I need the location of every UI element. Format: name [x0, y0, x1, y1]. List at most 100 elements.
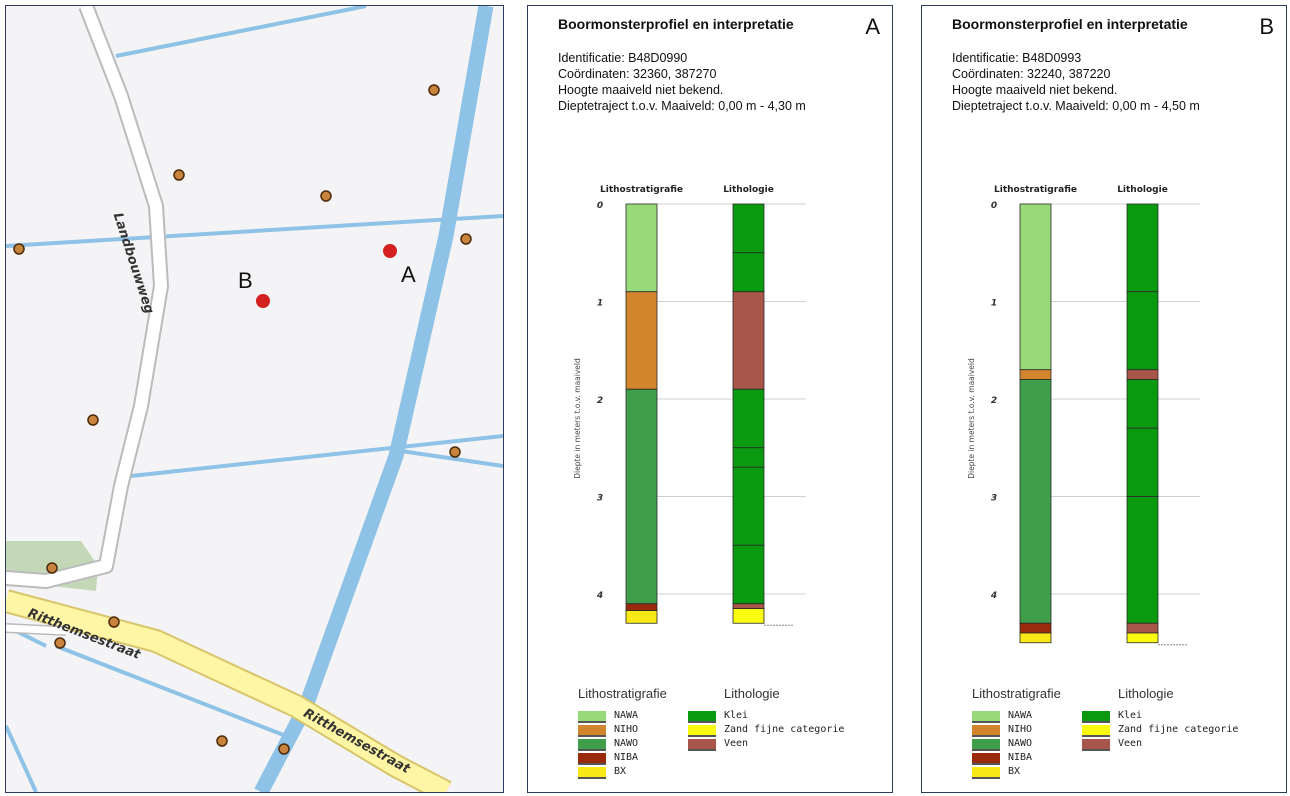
- lithology-layer: [732, 544, 765, 605]
- column-header: Lithologie: [723, 185, 774, 195]
- lithostratigraphy-layer: [1019, 379, 1052, 624]
- legend-swatch: [972, 753, 1000, 765]
- y-axis-label: Diepte in meters t.o.v. maaiveld: [573, 358, 582, 479]
- point-a-label: A: [401, 262, 416, 287]
- borehole-point: [13, 243, 25, 255]
- lithology-layer: [1126, 203, 1159, 293]
- legend-title-lithology: Lithologie: [1118, 686, 1174, 701]
- borehole-point: [108, 616, 120, 628]
- lithostratigraphy-layer: [625, 388, 658, 605]
- legend-label: NIHO: [614, 724, 639, 735]
- borehole-point: [46, 562, 58, 574]
- lithology-layer: [732, 608, 765, 624]
- borehole-info: Identificatie: B48D0993 Coördinaten: 322…: [952, 50, 1200, 114]
- borehole-point: [449, 446, 461, 458]
- lithology-layer: [732, 203, 765, 254]
- legend-label: Veen: [1118, 738, 1143, 749]
- lithostratigraphy-layer: [625, 610, 658, 624]
- lithology-layer: [732, 291, 765, 390]
- legend-label: NIBA: [614, 752, 639, 763]
- legend-label: NAWO: [1008, 738, 1033, 749]
- identification: Identificatie: B48D0990: [558, 51, 688, 65]
- legend-label: Klei: [1118, 710, 1143, 721]
- surface-height: Hoogte maaiveld niet bekend.: [558, 83, 724, 97]
- legend-swatch: [1082, 725, 1110, 737]
- lithostratigraphy-layer: [1019, 622, 1052, 634]
- borehole-point: [216, 735, 228, 747]
- lithostratigraphy-layer: [625, 203, 658, 293]
- target-point-a: [383, 244, 397, 258]
- legend-label: BX: [614, 766, 627, 777]
- legend-label: NAWO: [614, 738, 639, 749]
- lithostratigraphy-layer: [625, 291, 658, 390]
- map-view[interactable]: A B Landbouwweg Ritthemsestraat Ritthems…: [5, 5, 504, 793]
- lithology-layer: [1126, 632, 1159, 644]
- canal: [254, 6, 494, 792]
- legend-label: Klei: [724, 710, 749, 721]
- lithology-layer: [1126, 496, 1159, 624]
- legend-title-lithostratigraphy: Lithostratigrafie: [578, 686, 667, 701]
- lithology-layer: [732, 466, 765, 546]
- borehole-point: [173, 169, 185, 181]
- y-tick-label: 3: [597, 494, 603, 504]
- lithology-layer: [732, 447, 765, 468]
- y-tick-label: 4: [596, 591, 603, 601]
- legend-swatch: [688, 725, 716, 737]
- y-tick-label: 2: [597, 396, 603, 406]
- legend-swatch: [972, 725, 1000, 737]
- borehole-chart: Lithostratigrafie Lithologie 0 1 2 3 4 Diepte i…: [967, 185, 1200, 646]
- legend-label: NIBA: [1008, 752, 1033, 763]
- legend-label: BX: [1008, 766, 1021, 777]
- legend-label: Zand fijne categorie: [724, 724, 845, 735]
- lithostratigraphy-layer: [1019, 369, 1052, 380]
- road-ritthemsestraat: [6, 591, 451, 792]
- coordinates: Coördinaten: 32360, 387270: [558, 67, 717, 81]
- borehole-panel-a: Boormonsterprofiel en interpretatie A Id…: [527, 5, 893, 793]
- depth-range: Dieptetraject t.o.v. Maaiveld: 0,00 m - …: [952, 99, 1200, 113]
- legend-swatch: [1082, 711, 1110, 723]
- legend-swatch: [972, 739, 1000, 751]
- road-landbouwweg: [6, 6, 167, 587]
- legend-swatch: [578, 725, 606, 737]
- panel-letter: A: [865, 14, 880, 39]
- borehole-chart: Lithostratigrafie Lithologie 0 1 2 3 4 Diepte i…: [573, 185, 806, 626]
- borehole-point: [460, 233, 472, 245]
- legend-swatch: [972, 711, 1000, 723]
- legend-label: NAWA: [614, 710, 639, 721]
- lithostratigraphy-layer: [1019, 632, 1052, 644]
- y-axis-label: Diepte in meters t.o.v. maaiveld: [967, 358, 976, 479]
- legend-title-lithology: Lithologie: [724, 686, 780, 701]
- column-header: Lithostratigrafie: [994, 185, 1077, 195]
- lithostratigraphy-layer: [1019, 203, 1052, 371]
- legend-swatch: [578, 711, 606, 723]
- y-tick-label: 0: [991, 201, 997, 211]
- ditches: [6, 6, 503, 792]
- legend-swatch: [972, 767, 1000, 779]
- lithology-layer: [732, 388, 765, 449]
- target-point-b: [256, 294, 270, 308]
- lithostratigraphy-layer: [625, 603, 658, 611]
- lithology-layer: [1126, 379, 1159, 429]
- y-tick-label: 1: [991, 299, 997, 309]
- borehole-info: Identificatie: B48D0990 Coördinaten: 323…: [558, 50, 806, 114]
- panel-title: Boormonsterprofiel en interpretatie: [558, 16, 794, 32]
- legend-label: Veen: [724, 738, 749, 749]
- legend-swatch: [578, 767, 606, 779]
- legend-swatch: [578, 753, 606, 765]
- surface-height: Hoogte maaiveld niet bekend.: [952, 83, 1118, 97]
- panel-letter: B: [1259, 14, 1274, 39]
- y-tick-label: 4: [990, 591, 997, 601]
- borehole-point: [428, 84, 440, 96]
- lithology-layer: [732, 252, 765, 293]
- borehole-panel-b: Boormonsterprofiel en interpretatie B Id…: [921, 5, 1287, 793]
- lithology-layer: [1126, 369, 1159, 380]
- point-b-label: B: [238, 268, 253, 293]
- borehole-point: [87, 414, 99, 426]
- legend-label: Zand fijne categorie: [1118, 724, 1239, 735]
- depth-range: Dieptetraject t.o.v. Maaiveld: 0,00 m - …: [558, 99, 806, 113]
- legend-swatch: [688, 711, 716, 723]
- borehole-points: [13, 84, 472, 755]
- borehole-point: [320, 190, 332, 202]
- column-header: Lithostratigrafie: [600, 185, 683, 195]
- legend-title-lithostratigraphy: Lithostratigrafie: [972, 686, 1061, 701]
